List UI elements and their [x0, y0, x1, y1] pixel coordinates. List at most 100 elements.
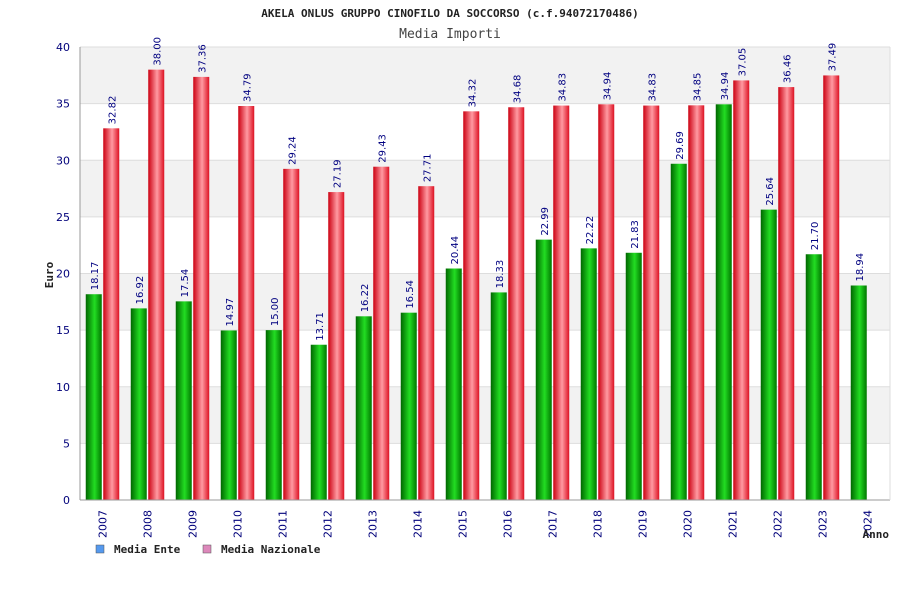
data-label: 13.71	[315, 312, 326, 341]
bar-media-nazionale	[463, 111, 480, 501]
plot-band	[80, 330, 890, 387]
chart-title: AKELA ONLUS GRUPPO CINOFILO DA SOCCORSO …	[261, 7, 639, 20]
bar-media-ente	[355, 316, 372, 500]
data-label: 32.82	[107, 96, 118, 125]
data-label: 21.70	[810, 222, 821, 251]
x-tick-label: 2023	[817, 510, 830, 538]
bar-media-nazionale	[598, 104, 615, 500]
y-tick-label: 5	[63, 437, 70, 450]
data-label: 17.54	[180, 269, 191, 298]
x-tick-label: 2013	[367, 510, 380, 538]
bar-media-ente	[580, 248, 597, 500]
x-tick-label: 2014	[412, 510, 425, 538]
bar-media-nazionale	[418, 186, 435, 500]
data-label: 34.68	[512, 75, 523, 104]
bar-media-ente	[760, 209, 777, 500]
bar-media-nazionale	[643, 105, 660, 501]
bar-media-nazionale	[148, 69, 165, 501]
data-label: 34.94	[720, 72, 731, 101]
x-tick-label: 2011	[277, 510, 290, 538]
axes	[79, 47, 891, 501]
data-label: 36.46	[782, 54, 793, 83]
y-tick-label: 35	[56, 98, 70, 111]
plot-band	[80, 386, 890, 444]
bar-media-nazionale	[553, 105, 570, 501]
bar-media-nazionale	[373, 166, 390, 500]
legend-swatch-media-ente	[95, 544, 105, 554]
x-tick-label: 2017	[547, 510, 560, 538]
bars	[85, 69, 867, 501]
data-label: 18.17	[90, 262, 101, 291]
bar-media-ente	[490, 292, 507, 500]
x-tick-label: 2021	[727, 510, 740, 538]
bar-media-nazionale	[508, 107, 525, 501]
x-tick-label: 2015	[457, 510, 470, 538]
bar-media-ente	[175, 301, 192, 500]
plot-band	[80, 216, 890, 274]
x-tick-label: 2018	[592, 510, 605, 538]
bar-media-nazionale	[733, 80, 750, 500]
bar-media-ente	[805, 254, 822, 500]
data-label: 34.85	[692, 73, 703, 102]
plot-band	[80, 160, 890, 217]
bar-media-nazionale	[283, 168, 300, 500]
data-label: 34.83	[557, 73, 568, 102]
data-label: 29.43	[377, 134, 388, 163]
data-label: 18.33	[495, 260, 506, 289]
x-tick-label: 2007	[97, 510, 110, 538]
data-label: 22.22	[585, 216, 596, 245]
x-tick-label: 2009	[187, 510, 200, 538]
bar-media-nazionale	[823, 75, 840, 500]
data-labels: 18.17 16.92 17.54 14.97 15.00 13.71 16.22 16.54…	[90, 37, 866, 341]
y-tick-label: 15	[56, 324, 70, 337]
data-label: 15.00	[270, 297, 281, 326]
bar-media-ente	[535, 239, 552, 500]
data-label: 34.79	[242, 73, 253, 102]
data-label: 16.22	[360, 284, 371, 313]
data-label: 34.83	[647, 73, 658, 102]
y-tick-label: 30	[56, 154, 70, 167]
bar-media-nazionale	[328, 192, 345, 501]
legend-label-media-nazionale: Media Nazionale	[221, 543, 321, 556]
bar-media-nazionale	[688, 105, 705, 500]
y-tick-labels: 0 5 10 15 20 25 30 35 40	[56, 41, 70, 507]
data-label: 27.19	[332, 159, 343, 188]
bar-media-ente	[310, 344, 327, 500]
data-label: 22.99	[540, 207, 551, 236]
x-tick-label: 2024	[862, 510, 875, 538]
y-axis-label: Euro	[43, 261, 56, 288]
bar-media-ente	[130, 308, 147, 500]
data-label: 34.94	[602, 72, 613, 101]
data-label: 16.54	[405, 280, 416, 309]
bar-media-nazionale	[193, 76, 210, 500]
plot-band	[80, 47, 890, 104]
data-label: 21.83	[630, 220, 641, 249]
plot-background	[80, 47, 890, 500]
legend: Media Ente Media Nazionale	[95, 543, 321, 556]
x-tick-label: 2020	[682, 510, 695, 538]
chart-subtitle: Media Importi	[399, 27, 501, 42]
plot-band	[80, 443, 890, 500]
bar-media-ente	[400, 312, 417, 500]
data-label: 37.36	[197, 44, 208, 73]
y-tick-label: 25	[56, 211, 70, 224]
x-axis-label: Anno	[863, 528, 890, 541]
data-label: 14.97	[225, 298, 236, 327]
x-tick-label: 2008	[142, 510, 155, 538]
y-tick-label: 40	[56, 41, 70, 54]
bar-media-ente	[220, 330, 237, 500]
plot-band	[80, 103, 890, 161]
x-tick-label: 2012	[322, 510, 335, 538]
bar-media-ente	[670, 163, 687, 501]
x-tick-label: 2019	[637, 510, 650, 538]
data-label: 37.05	[737, 48, 748, 77]
data-label: 16.92	[135, 276, 146, 305]
data-label: 20.44	[450, 236, 461, 265]
legend-swatch-media-nazionale	[202, 544, 212, 554]
bar-media-ente	[715, 104, 732, 500]
data-label: 18.94	[855, 253, 866, 282]
data-label: 34.32	[467, 79, 478, 108]
data-label: 38.00	[152, 37, 163, 66]
bar-media-nazionale	[103, 128, 120, 500]
